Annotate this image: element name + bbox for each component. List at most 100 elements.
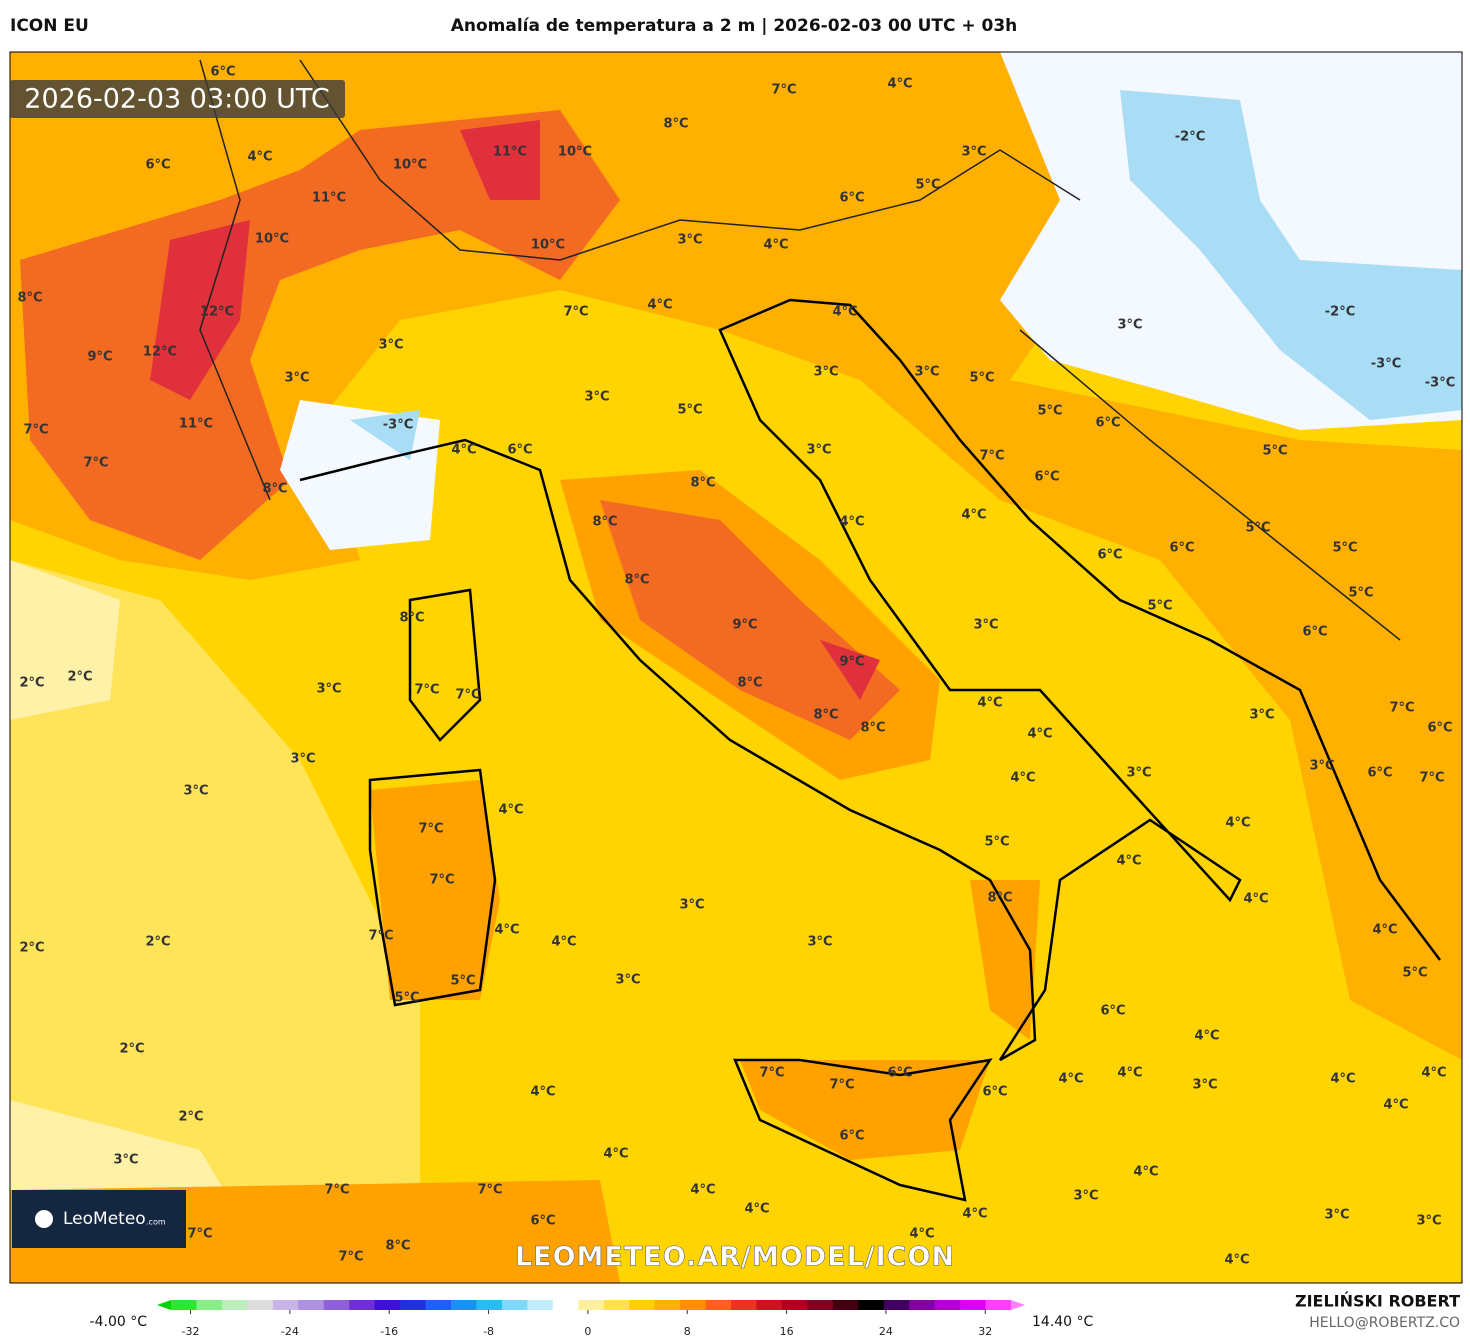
colorbar-segment (909, 1300, 936, 1310)
temp-label: 8°C (262, 482, 287, 497)
temp-label: 4°C (1224, 1253, 1249, 1268)
temp-label: 4°C (1133, 1165, 1158, 1180)
temp-label: 6°C (887, 1066, 912, 1081)
temp-label: 5°C (915, 178, 940, 193)
temp-label: 3°C (677, 233, 702, 248)
temp-label: 6°C (1100, 1004, 1125, 1019)
temp-label: 8°C (663, 117, 688, 132)
temp-label: 3°C (813, 365, 838, 380)
temp-label: 2°C (19, 941, 44, 956)
map-title: Anomalía de temperatura a 2 m | 2026-02-… (451, 16, 1018, 36)
colorbar-arrow (157, 1300, 171, 1310)
colorbar-arrow (1011, 1300, 1025, 1310)
temp-label: 4°C (1058, 1072, 1083, 1087)
temp-label: -3°C (1371, 357, 1401, 372)
colorbar-tick-label: 8 (684, 1325, 691, 1338)
colorbar-segment (807, 1300, 834, 1310)
temp-label: 3°C (316, 682, 341, 697)
colorbar-segment (629, 1300, 656, 1310)
colorbar-segment (196, 1300, 223, 1310)
temp-label: 5°C (969, 371, 994, 386)
temp-label: 5°C (1332, 541, 1357, 556)
temp-label: 6°C (1302, 625, 1327, 640)
colorbar-tick-label: 32 (978, 1325, 992, 1338)
colorbar-min: -4.00 °C (90, 1314, 148, 1330)
field-light (10, 560, 420, 1283)
temp-label: 8°C (690, 476, 715, 491)
temp-label: 6°C (1427, 721, 1452, 736)
temp-label: 4°C (647, 298, 672, 313)
temp-label: 4°C (1372, 923, 1397, 938)
temp-label: 7°C (324, 1183, 349, 1198)
temp-label: 4°C (961, 508, 986, 523)
colorbar-segment (425, 1300, 452, 1310)
temp-label: 7°C (429, 873, 454, 888)
colorbar-segment (476, 1300, 503, 1310)
temp-label: 4°C (839, 515, 864, 530)
temp-label: 7°C (979, 449, 1004, 464)
temp-label: 9°C (87, 350, 112, 365)
temp-label: 6°C (507, 443, 532, 458)
temp-label: 3°C (584, 390, 609, 405)
temp-label: 6°C (839, 1129, 864, 1144)
temp-label: 3°C (973, 618, 998, 633)
temp-label: 4°C (498, 803, 523, 818)
temp-label: 6°C (839, 191, 864, 206)
colorbar-segment (527, 1300, 554, 1310)
colorbar-tick-label: 0 (584, 1325, 591, 1338)
temp-label: 6°C (530, 1214, 555, 1229)
colorbar-segment (247, 1300, 274, 1310)
colorbar: -32 -24 -16 -8 0 8 16 24 32 (157, 1300, 1025, 1338)
temp-label: 7°C (1389, 701, 1414, 716)
colorbar-segment (171, 1300, 197, 1310)
colorbar-segment (374, 1300, 401, 1310)
colorbar-segment (781, 1300, 808, 1310)
temp-label: 10°C (393, 158, 427, 173)
temp-label: 5°C (1147, 599, 1172, 614)
temp-label: 3°C (615, 973, 640, 988)
colorbar-segment (680, 1300, 707, 1310)
temp-label: 11°C (312, 191, 346, 206)
temp-label: 4°C (1117, 1066, 1142, 1081)
colorbar-segment (985, 1300, 1012, 1310)
temp-label: 3°C (1117, 318, 1142, 333)
temp-label: 3°C (183, 784, 208, 799)
temp-label: 4°C (744, 1202, 769, 1217)
timestamp: 2026-02-03 03:00 UTC (24, 84, 329, 115)
colorbar-tick-label: 24 (879, 1325, 893, 1338)
colorbar-segment (705, 1300, 732, 1310)
temp-label: 3°C (961, 145, 986, 160)
temp-label: 3°C (1309, 759, 1334, 774)
temp-label: 4°C (1027, 727, 1052, 742)
temp-label: 3°C (378, 338, 403, 353)
temp-label: 2°C (178, 1110, 203, 1125)
temp-label: 3°C (1324, 1208, 1349, 1223)
colorbar-segment (578, 1300, 605, 1310)
temp-label: 8°C (385, 1239, 410, 1254)
temp-label: 5°C (450, 974, 475, 989)
colorbar-segment (934, 1300, 961, 1310)
temp-label: 7°C (563, 305, 588, 320)
temp-label: 7°C (477, 1183, 502, 1198)
temp-label: 2°C (19, 676, 44, 691)
temp-label: 8°C (813, 708, 838, 723)
logo-sun (35, 1210, 53, 1228)
temp-label: 4°C (1010, 771, 1035, 786)
watermark: LEOMETEO.AR/MODEL/ICON (515, 1242, 955, 1273)
temp-label: 4°C (763, 238, 788, 253)
temp-label: 4°C (247, 150, 272, 165)
temp-label: 5°C (1037, 404, 1062, 419)
temp-label: 4°C (530, 1085, 555, 1100)
temp-label: 6°C (1367, 766, 1392, 781)
colorbar-segment (323, 1300, 350, 1310)
temp-label: 7°C (759, 1066, 784, 1081)
colorbar-tick-label: -32 (182, 1325, 200, 1338)
temp-label: 3°C (113, 1153, 138, 1168)
label-layer: 6°C 7°C 6°C 4°C 10°C 11°C 10°C 8°C 4°C 3°C -2°C 5°C… (17, 65, 1455, 1268)
temp-label: 12°C (143, 345, 177, 360)
model-name: ICON EU (10, 16, 89, 36)
temp-label: 5°C (1348, 586, 1373, 601)
temp-label: 3°C (807, 935, 832, 950)
temp-label: 4°C (1421, 1066, 1446, 1081)
temp-label: 7°C (1419, 771, 1444, 786)
